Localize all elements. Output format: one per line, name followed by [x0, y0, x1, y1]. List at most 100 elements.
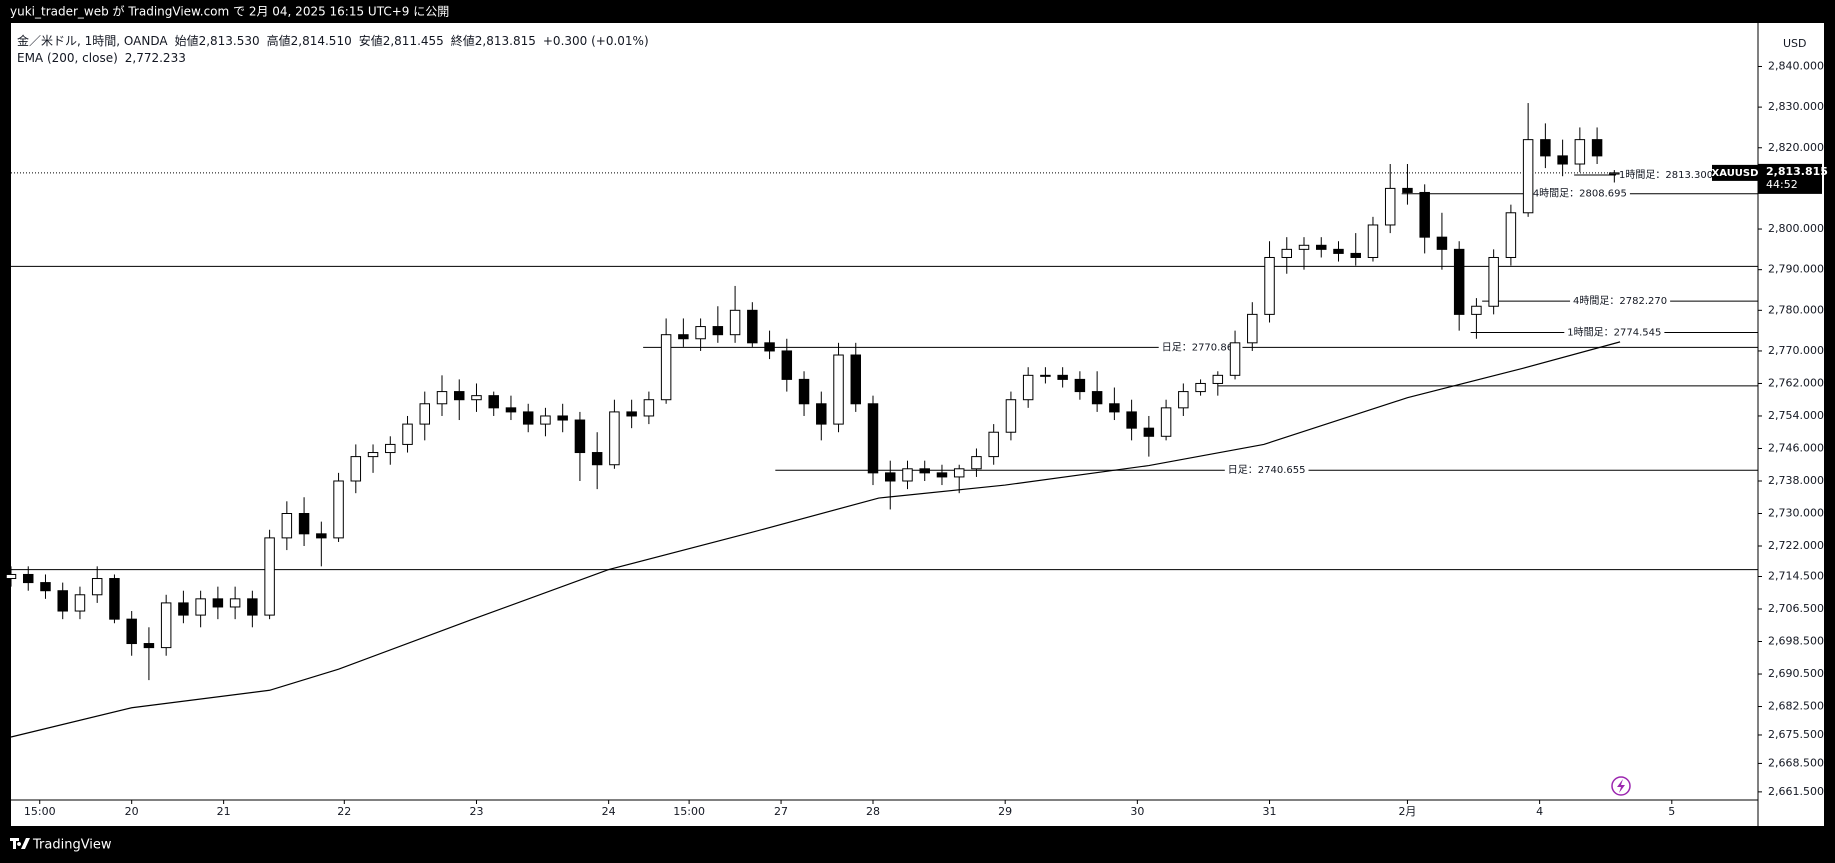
candles: [5, 103, 1620, 681]
candle-body: [1436, 236, 1448, 250]
candle-body: [1591, 139, 1603, 157]
level-label-bg: [1570, 295, 1671, 308]
publisher: yuki_trader_web が TradingView.com で 2月 0…: [10, 4, 449, 19]
level-label: 4時間足：2782.270: [1573, 295, 1667, 307]
candle-body: [522, 411, 534, 425]
candle-body: [764, 342, 775, 352]
legend-text: 金／米ドル, 1時間, OANDA 始値2,813.530 高値2,814.510 安…: [17, 33, 649, 48]
x-tick-label: 27: [774, 805, 788, 818]
candle-body: [1557, 155, 1568, 165]
x-tick-label: 15:00: [673, 805, 705, 818]
levels: 日足：2770.865 日足：2740.655 4時間足：2808.695 4時間足：…: [11, 168, 1758, 571]
y-tick-label: 2,682.500: [1768, 700, 1824, 713]
y-tick-label: 2,780.000: [1768, 303, 1824, 316]
candle-body: [229, 598, 241, 608]
price-tag-countdown: 44:52: [1766, 178, 1798, 191]
currency: USD: [1783, 37, 1807, 50]
y-tick-label: 2,830.000: [1768, 100, 1824, 113]
x-tick-label: 20: [125, 805, 139, 818]
candle-body: [1505, 212, 1517, 258]
candle-body: [591, 452, 603, 466]
candle-body: [1074, 378, 1086, 393]
candle-body: [1522, 139, 1534, 214]
icon-circle[interactable]: [1611, 776, 1631, 796]
x-tick-label: 21: [217, 805, 231, 818]
candle-body: [816, 403, 827, 425]
candle-body: [833, 354, 844, 425]
candle-body: [902, 468, 913, 482]
x-tick-label: 24: [602, 805, 616, 818]
candle-body: [195, 598, 206, 616]
candle-body: [885, 472, 896, 482]
y-tick-label: 2,754.000: [1768, 409, 1824, 422]
legend-item: 金／米ドル, 1時間, OANDA: [17, 33, 168, 48]
candle-body: [747, 309, 758, 344]
x-tick-label: 4: [1536, 805, 1543, 818]
candle-body: [316, 533, 327, 539]
y-tick-label: 2,820.000: [1768, 141, 1824, 154]
legend-item: 始値2,813.530: [175, 33, 260, 48]
candle-body: [454, 391, 465, 401]
candle-body: [660, 334, 672, 401]
y-tick-label: 2,690.500: [1768, 667, 1824, 680]
candle-body: [953, 468, 965, 478]
candle-body: [936, 472, 948, 478]
candle-body: [178, 602, 189, 616]
candle-body: [1195, 382, 1206, 393]
x-tick-label: 15:00: [24, 805, 56, 818]
candle-body: [436, 391, 448, 405]
candle-body: [402, 423, 413, 445]
candle-body: [1264, 256, 1275, 315]
legend-text: EMA (200, close) 2,772.233: [17, 51, 186, 65]
candle-body: [919, 468, 930, 474]
candle-body: [5, 573, 17, 580]
legend-item: +0.300 (+0.01%): [543, 34, 649, 48]
y-tick-label: 2,722.000: [1768, 539, 1824, 552]
candle-body: [91, 578, 103, 596]
ema-line: [10, 341, 1621, 738]
y-tick-label: 2,790.000: [1768, 263, 1824, 276]
x-tick-label: 29: [998, 805, 1012, 818]
candle-body: [1109, 403, 1120, 413]
x-tick-label: 28: [866, 805, 880, 818]
candle-body: [298, 513, 310, 535]
candle-body: [971, 456, 982, 470]
candle-body: [419, 403, 431, 425]
y-tick-label: 2,770.000: [1768, 344, 1824, 357]
level-label-bg: [1158, 341, 1243, 354]
legend: 金／米ドル, 1時間, OANDA 始値2,813.530 高値2,814.510 安…: [17, 33, 649, 65]
y-tick-label: 2,706.500: [1768, 602, 1824, 615]
candle-body: [781, 350, 793, 380]
icon-bolt[interactable]: [1617, 779, 1625, 793]
candle-body: [557, 415, 568, 421]
candle-body: [1160, 407, 1172, 437]
level-label-bg: [1616, 168, 1717, 181]
brand-name[interactable]: TradingView: [32, 838, 112, 853]
candle-body: [540, 415, 551, 425]
candle-body: [643, 399, 655, 417]
candle-body: [264, 537, 275, 616]
candle-body: [1143, 427, 1155, 437]
candle-body: [281, 513, 293, 539]
candle-body: [1040, 374, 1051, 377]
candle-body: [1333, 248, 1344, 254]
candle-body: [143, 643, 155, 649]
y-tick-label: 2,738.000: [1768, 474, 1824, 487]
x-tick-label: 22: [337, 805, 351, 818]
candle-body: [1005, 399, 1017, 433]
x-tick-label: 5: [1668, 805, 1675, 818]
candle-body: [505, 407, 517, 413]
brand-logo[interactable]: [10, 838, 30, 849]
brand[interactable]: TradingView: [10, 838, 112, 853]
y-tick-label: 2,668.500: [1768, 756, 1824, 769]
candle-body: [247, 598, 258, 616]
lightning-icon[interactable]: [1611, 776, 1631, 796]
candle-body: [867, 403, 879, 474]
x-tick-label: 30: [1130, 805, 1144, 818]
level-label: 4時間足：2808.695: [1533, 188, 1627, 200]
candle-body: [109, 578, 120, 620]
candle-body: [1488, 256, 1499, 307]
level-label: 1時間足：2774.545: [1567, 326, 1661, 338]
